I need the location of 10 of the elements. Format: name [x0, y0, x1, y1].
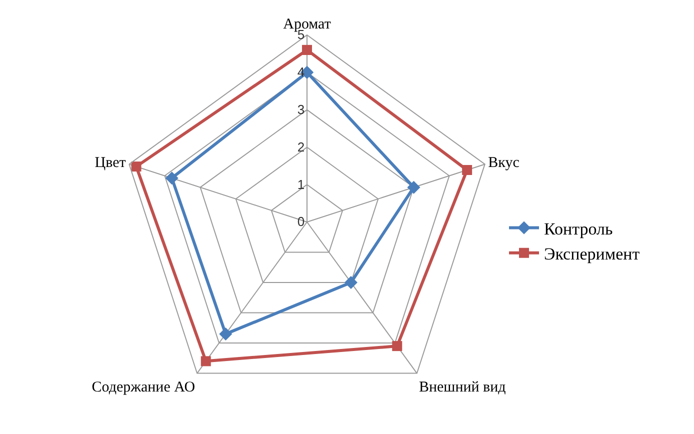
y-tick-label: 1 — [297, 176, 305, 192]
spoke-label: Содержание АО — [92, 379, 196, 396]
y-tick-label: 2 — [297, 139, 305, 154]
spoke-label: Цвет — [94, 155, 126, 172]
spoke-label: Внешний вид — [418, 379, 506, 396]
y-tick-label: 3 — [297, 102, 305, 118]
legend-label: Эксперимент — [544, 244, 640, 264]
legend-label: Контроль — [544, 219, 613, 238]
spoke-label: Вкус — [488, 155, 520, 172]
y-tick-label: 0 — [297, 214, 305, 230]
